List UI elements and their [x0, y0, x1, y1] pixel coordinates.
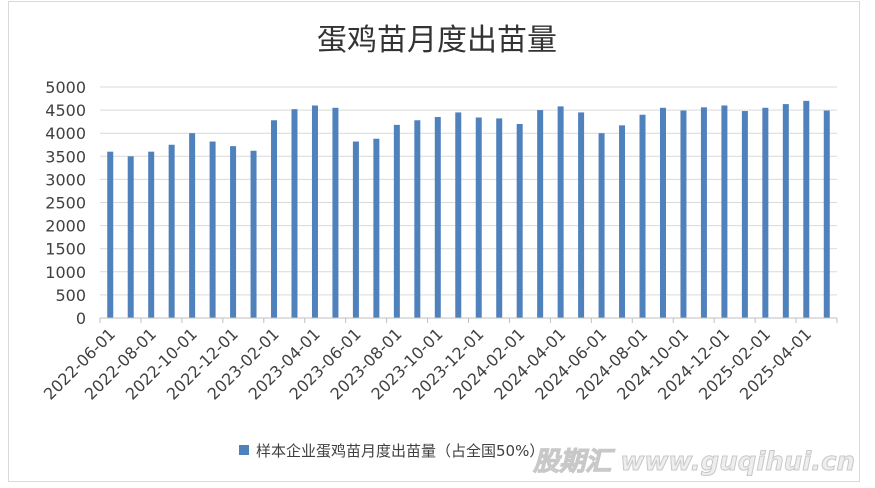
y-tick-label: 2500 [45, 194, 86, 213]
bar [680, 110, 687, 318]
bar [721, 105, 728, 318]
bar [803, 100, 810, 318]
bar [311, 105, 318, 318]
bar [434, 117, 441, 318]
y-tick-label: 3000 [45, 170, 86, 189]
bar [127, 156, 134, 318]
bar [230, 146, 237, 318]
y-tick-label: 4000 [45, 124, 86, 143]
bar [700, 107, 707, 318]
bar [352, 141, 359, 318]
y-tick-label: 3500 [45, 147, 86, 166]
y-tick-label: 4500 [45, 101, 86, 120]
bar [639, 114, 646, 318]
bar [475, 117, 482, 318]
chart-title: 蛋鸡苗月度出苗量 [317, 23, 557, 58]
bar [148, 151, 155, 318]
bar [107, 151, 114, 318]
x-axis-ticks: 2022-06-012022-08-012022-10-012022-12-01… [40, 318, 838, 404]
y-tick-label: 0 [76, 309, 86, 328]
y-tick-label: 5000 [45, 78, 86, 97]
bar [659, 107, 666, 318]
watermark: 股期汇 www.guqihui.cn [532, 447, 855, 477]
legend-swatch [239, 445, 249, 455]
bar [557, 106, 564, 319]
bar [537, 110, 544, 318]
bar [598, 133, 605, 318]
bar [373, 138, 380, 318]
y-tick-label: 1000 [45, 263, 86, 282]
gridlines [100, 86, 837, 296]
bar [271, 120, 278, 318]
bar [496, 118, 503, 318]
bar [291, 109, 298, 319]
bar [414, 120, 421, 318]
bar [823, 110, 830, 318]
bars [107, 100, 830, 319]
bar [455, 112, 462, 318]
bar [393, 124, 400, 318]
y-tick-label: 500 [55, 286, 86, 305]
bar [250, 150, 257, 318]
bar [189, 133, 196, 318]
bar [762, 107, 769, 318]
legend: 样本企业蛋鸡苗月度出苗量（占全国50%） [239, 442, 544, 460]
bar [741, 111, 748, 318]
bar [209, 141, 216, 318]
y-axis-ticks: 0 500 1000 1500 2000 2500 3000 3500 4000 4500 5000 [45, 78, 86, 328]
bar [619, 125, 626, 318]
y-tick-label: 1500 [45, 240, 86, 259]
bar [782, 104, 789, 319]
legend-label: 样本企业蛋鸡苗月度出苗量（占全国50%） [256, 442, 544, 460]
bar [168, 144, 175, 318]
bar [332, 107, 339, 318]
bar [516, 123, 523, 319]
bar [578, 112, 585, 318]
y-tick-label: 2000 [45, 217, 86, 236]
